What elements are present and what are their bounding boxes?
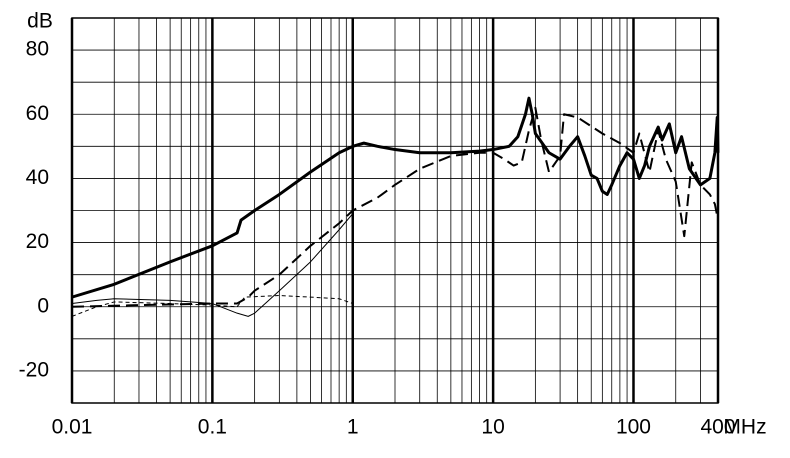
- y-tick-label: 80: [26, 38, 49, 61]
- data-line: [71, 96, 720, 299]
- x-tick-label: 100: [616, 416, 651, 439]
- y-tick-label: 40: [26, 166, 49, 189]
- y-tick-label: 0: [37, 294, 49, 317]
- x-axis-label: MHz: [723, 416, 766, 439]
- x-tick-label: 10: [481, 416, 504, 439]
- data-line: [71, 106, 719, 308]
- y-tick-label: 20: [26, 230, 49, 253]
- x-tick-label: 1: [347, 416, 359, 439]
- y-tick-label: -20: [19, 358, 49, 381]
- data-line: [71, 295, 353, 317]
- y-tick-label: 60: [26, 102, 49, 125]
- x-tick-label: 400: [700, 416, 735, 439]
- y-axis-label: dB: [27, 10, 53, 33]
- x-tick-label: 0.01: [52, 416, 93, 439]
- data-line: [71, 213, 354, 317]
- plot-frame: [71, 17, 719, 404]
- x-tick-label: 0.1: [198, 416, 227, 439]
